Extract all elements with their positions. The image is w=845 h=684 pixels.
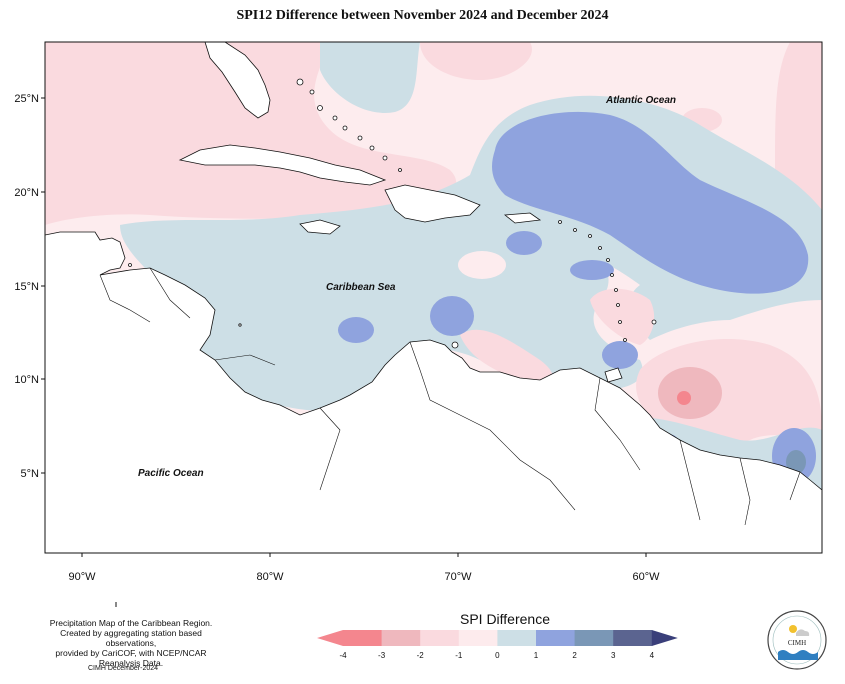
footer-line-3: provided by CariCOF, with NCEP/NCAR Rean… (55, 648, 207, 668)
blue-spot-1 (506, 231, 542, 255)
legend-title: SPI Difference (459, 611, 550, 627)
pink-region-venezuela-coast (460, 329, 553, 383)
florida (204, 42, 271, 119)
label-pacific-ocean: Pacific Ocean (138, 468, 204, 479)
logo-text: CIMH (788, 639, 806, 647)
central-america (45, 231, 822, 553)
legend-swatch (381, 630, 421, 646)
legend-swatch (343, 630, 383, 646)
legend-ticks: -4 -3 -2 -1 0 1 2 3 4 (339, 651, 654, 660)
footer-line-2: Created by aggregating station based obs… (60, 628, 202, 648)
legend-colorbar (317, 630, 678, 646)
legend-swatch (458, 630, 498, 646)
trinidad (604, 367, 623, 383)
lon-tick-80: 80°W (256, 571, 284, 583)
blue-spot-4 (338, 317, 374, 343)
darkblue-core-french-guiana (786, 450, 806, 474)
legend-swatch (613, 630, 653, 646)
cloud-icon (796, 629, 810, 636)
pink-core-offshore (658, 367, 722, 419)
legend-tick-label: 4 (650, 651, 655, 660)
legend-tick-label: -2 (417, 651, 425, 660)
lat-axis (41, 97, 45, 474)
legend-arrow-right (651, 630, 678, 646)
legend-tick-label: -4 (339, 651, 347, 660)
footer-credit: CIMH December-2024 (88, 665, 159, 672)
red-core-offshore (677, 391, 691, 405)
cimh-logo: CIMH (767, 610, 827, 670)
lon-axis (81, 553, 647, 557)
footer-line-1: Precipitation Map of the Caribbean Regio… (49, 618, 213, 628)
pink-spot-caribbean (458, 251, 506, 279)
lightblue-atlantic-north (320, 42, 420, 113)
land-masses (45, 42, 822, 553)
legend-tick-label: 0 (495, 651, 500, 660)
label-atlantic-ocean: Atlantic Ocean (605, 95, 676, 106)
map-title: SPI12 Difference between November 2024 a… (236, 8, 609, 23)
legend-swatch (536, 630, 576, 646)
country-borders (99, 267, 801, 526)
lat-tick-25: 25°N (14, 93, 39, 105)
map-field (45, 42, 822, 553)
label-caribbean-sea: Caribbean Sea (326, 282, 396, 293)
legend-swatch (497, 630, 537, 646)
lat-tick-10: 10°N (14, 374, 39, 386)
legend-swatch (574, 630, 614, 646)
sun-icon (789, 625, 797, 633)
footer-description: Precipitation Map of the Caribbean Regio… (36, 618, 226, 668)
legend-tick-label: -1 (455, 651, 463, 660)
island-chain (128, 78, 657, 349)
lat-tick-15: 15°N (14, 281, 39, 293)
pink-region-north (420, 42, 532, 80)
lon-tick-70: 70°W (444, 571, 472, 583)
blue-spot-2 (570, 260, 614, 280)
cuba (178, 144, 387, 186)
blue-spot-5 (602, 341, 638, 369)
puerto-rico (503, 212, 542, 224)
pink-region-lesser-antilles (590, 288, 655, 345)
jamaica (299, 219, 341, 235)
legend-tick-label: -3 (378, 651, 386, 660)
blue-region-atlantic (492, 111, 809, 294)
legend-arrow-left (317, 630, 343, 646)
lon-tick-90: 90°W (68, 571, 96, 583)
lat-tick-20: 20°N (14, 187, 39, 199)
lat-tick-5: 5°N (21, 468, 40, 480)
map-frame (44, 41, 823, 554)
legend-tick-label: 1 (534, 651, 539, 660)
legend-swatch (420, 630, 460, 646)
legend-tick-label: 2 (572, 651, 577, 660)
wave-icon (778, 650, 818, 660)
lon-tick-60: 60°W (632, 571, 660, 583)
blue-spot-3 (430, 296, 474, 336)
legend-tick-label: 3 (611, 651, 616, 660)
hispaniola (384, 184, 481, 223)
